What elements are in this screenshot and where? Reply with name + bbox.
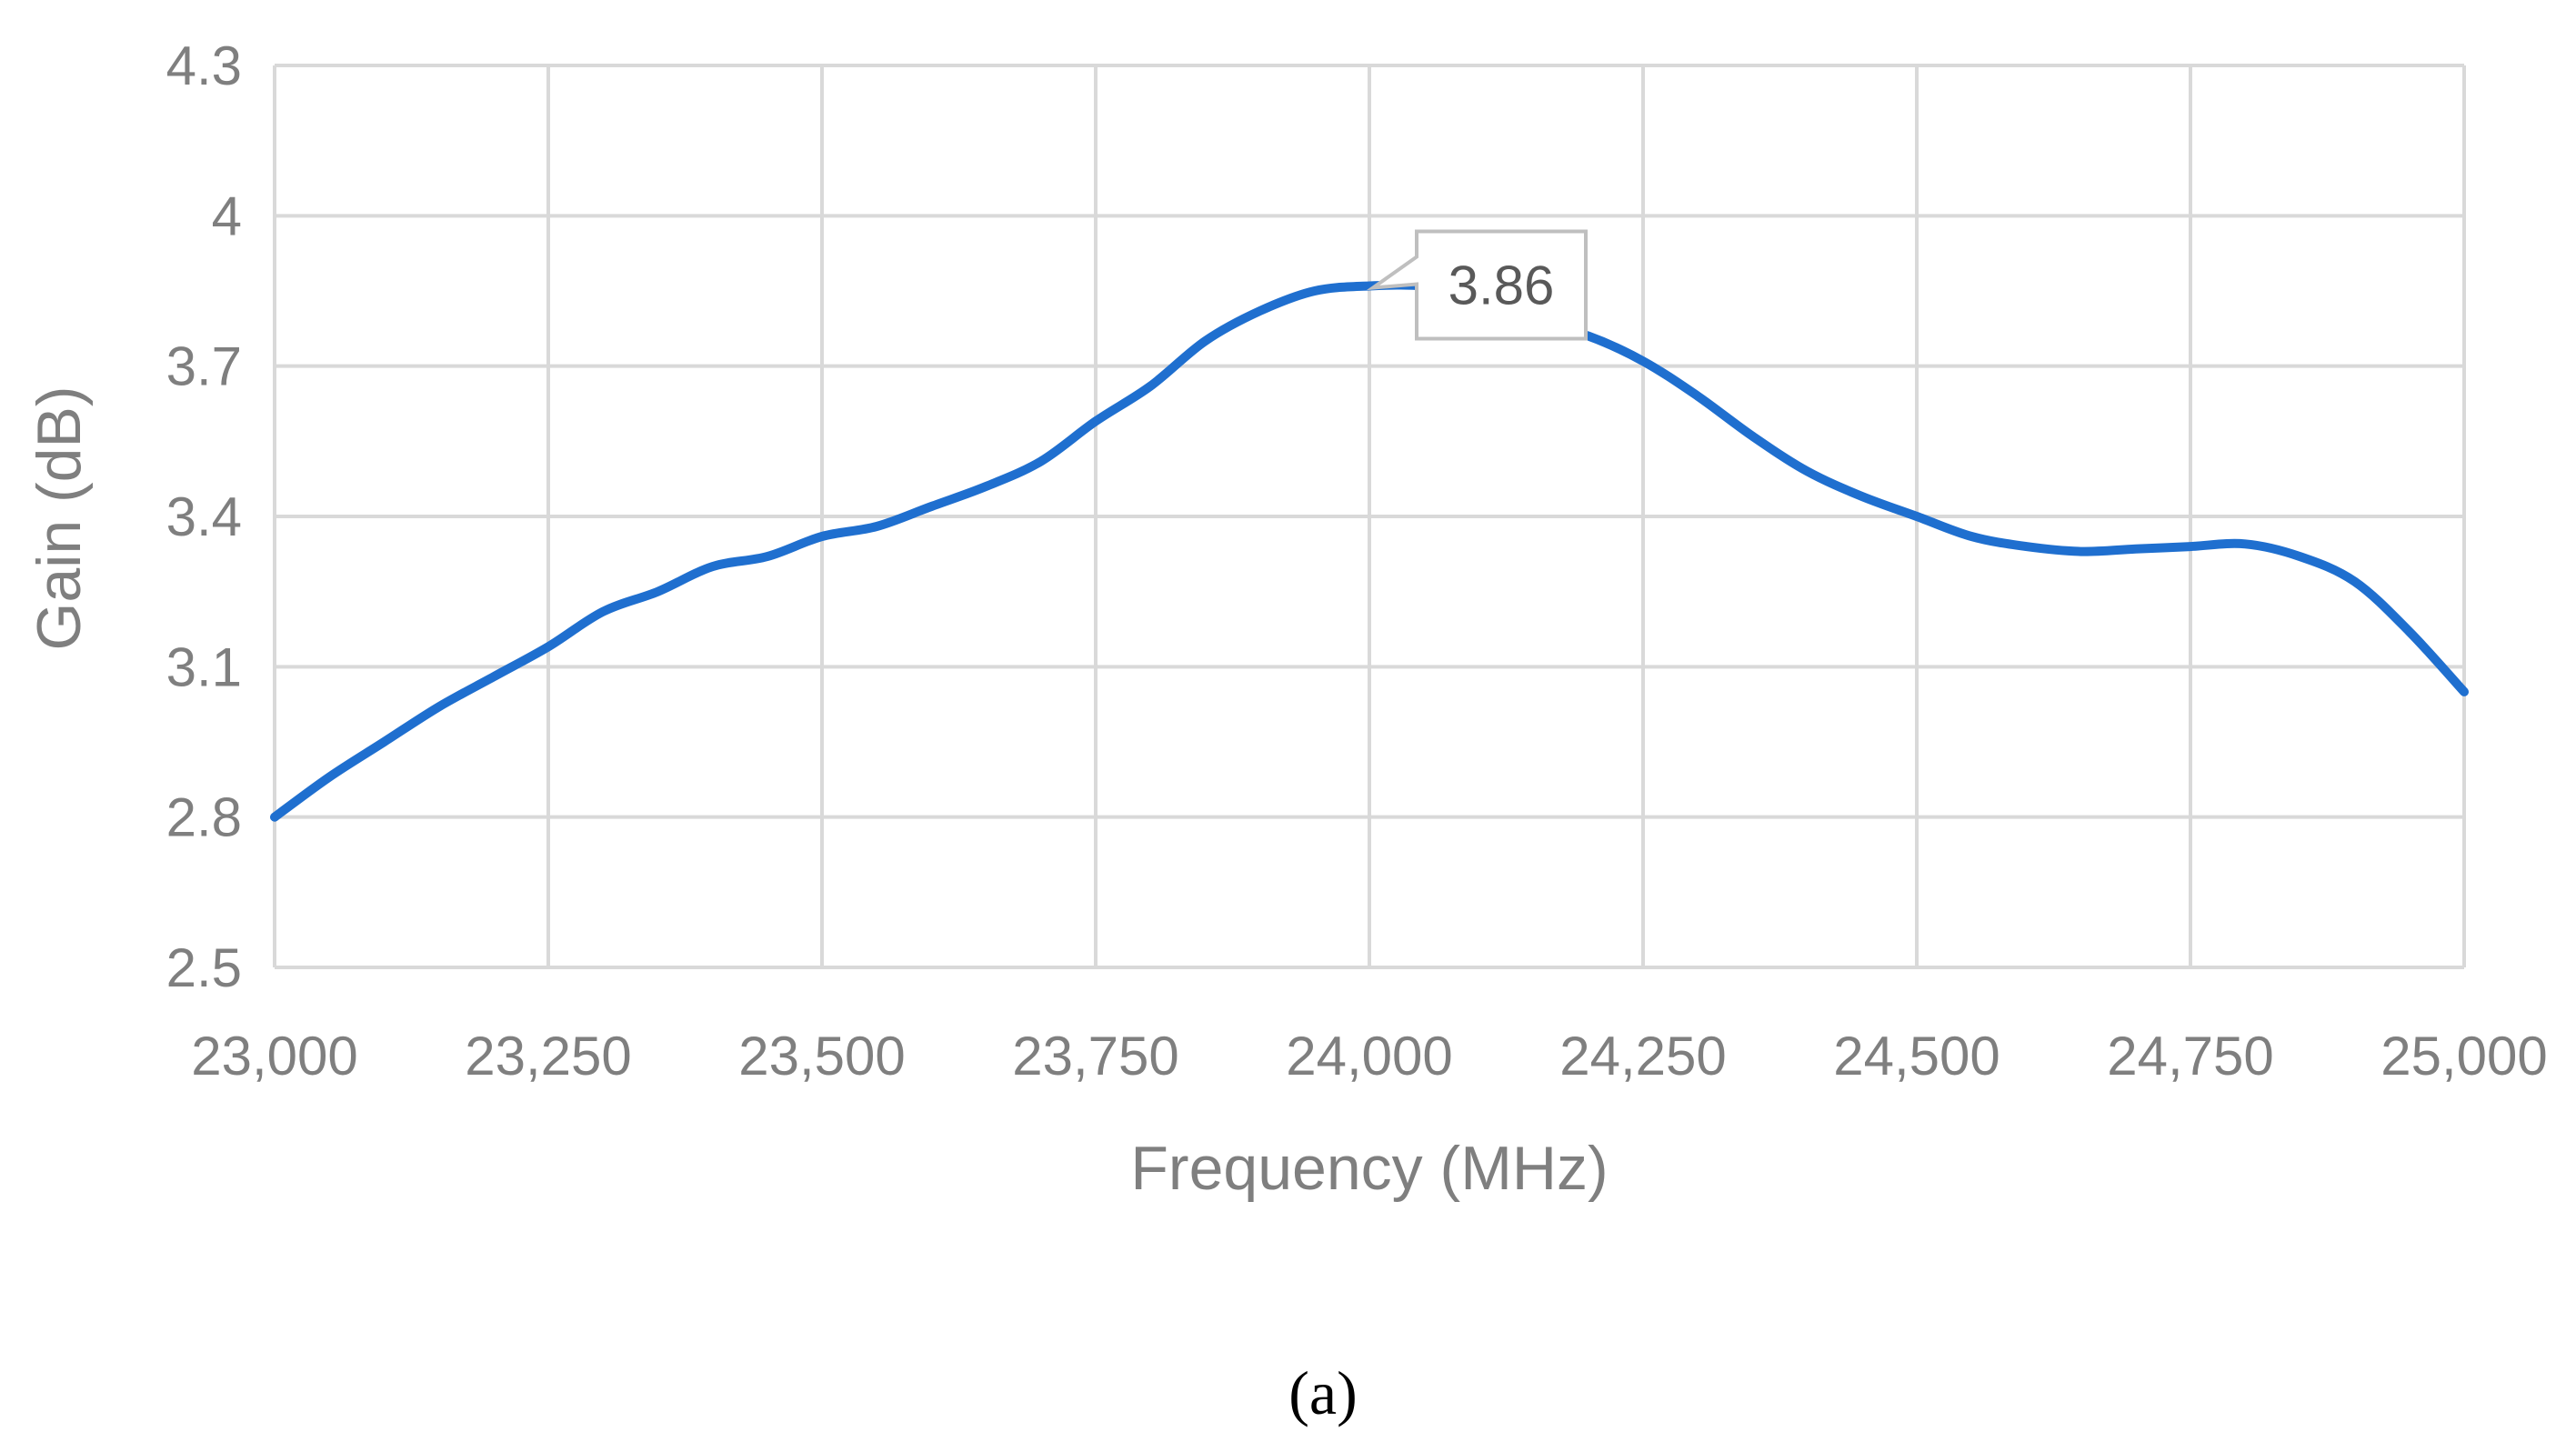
x-tick-label: 24,000	[1286, 1026, 1453, 1086]
y-tick-label: 2.8	[166, 787, 242, 848]
x-axis-title: Frequency (MHz)	[1130, 1134, 1608, 1203]
x-axis-tick-labels: 23,000 23,250 23,500 23,750 24,000 24,250 24,5…	[191, 1026, 2548, 1086]
y-tick-label: 3.7	[166, 336, 242, 397]
data-callout-label: 3.86	[1448, 255, 1555, 315]
annotation-layer: 3.86	[1366, 229, 1588, 341]
y-tick-label: 3.1	[166, 636, 242, 697]
y-tick-label: 2.5	[166, 937, 242, 998]
x-tick-label: 24,500	[1833, 1026, 2000, 1086]
x-tick-label: 24,250	[1559, 1026, 1727, 1086]
gain-series-line	[270, 280, 2469, 822]
y-axis-tick-labels: 2.5 2.8 3.1 3.4 3.7 4 4.3	[166, 35, 242, 998]
gridlines	[273, 64, 2466, 969]
y-tick-label: 3.4	[166, 486, 242, 547]
series-layer	[270, 280, 2469, 822]
x-tick-label: 23,250	[465, 1026, 632, 1086]
x-tick-label: 23,000	[191, 1026, 358, 1086]
x-tick-label: 23,500	[738, 1026, 906, 1086]
data-callout-box	[1366, 229, 1588, 341]
y-tick-label: 4.3	[166, 35, 242, 96]
x-tick-label: 25,000	[2381, 1026, 2548, 1086]
x-tick-label: 23,750	[1012, 1026, 1179, 1086]
y-tick-label: 4	[212, 185, 242, 246]
y-axis-title: Gain (dB)	[25, 386, 94, 651]
x-tick-label: 24,750	[2107, 1026, 2274, 1086]
figure-caption: (a)	[1288, 1358, 1357, 1427]
